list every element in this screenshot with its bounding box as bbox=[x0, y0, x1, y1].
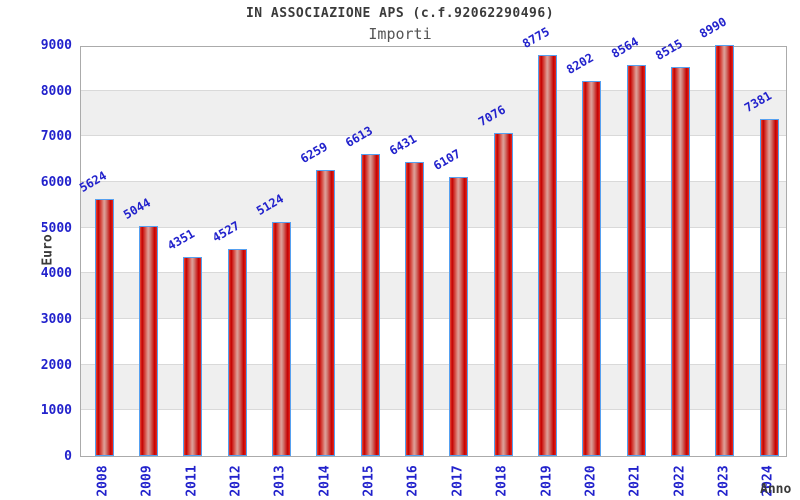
x-tick-label: 2021 bbox=[627, 465, 643, 497]
x-tick-label: 2015 bbox=[361, 465, 377, 497]
x-tick-label: 2023 bbox=[716, 465, 732, 497]
y-tick-label: 5000 bbox=[40, 220, 72, 236]
y-tick-label: 2000 bbox=[40, 357, 72, 373]
bar bbox=[759, 118, 779, 456]
bar bbox=[183, 257, 203, 456]
bar bbox=[715, 45, 735, 456]
gridline bbox=[81, 318, 786, 319]
gridline bbox=[81, 363, 786, 365]
gridline bbox=[81, 272, 786, 274]
x-tick-label: 2008 bbox=[95, 465, 111, 497]
bar bbox=[493, 132, 513, 456]
x-tick-label: 2014 bbox=[317, 465, 333, 497]
plot-band bbox=[81, 90, 786, 137]
bar bbox=[404, 162, 424, 456]
y-tick-label: 4000 bbox=[40, 266, 72, 282]
y-tick-label: 8000 bbox=[40, 83, 72, 99]
y-tick-label: 6000 bbox=[40, 175, 72, 190]
x-tick-label: 2022 bbox=[672, 465, 688, 497]
bar bbox=[316, 170, 336, 456]
bar bbox=[582, 81, 602, 456]
plot-band bbox=[81, 182, 786, 228]
x-tick-label: 2017 bbox=[450, 465, 466, 497]
y-axis-title: Euro bbox=[40, 234, 56, 266]
x-axis-title: Anno bbox=[760, 482, 792, 497]
bar bbox=[227, 249, 247, 456]
gridline bbox=[81, 181, 786, 182]
bar bbox=[271, 222, 291, 456]
gridline bbox=[81, 89, 786, 91]
x-tick-label: 2016 bbox=[405, 465, 421, 497]
plot-area bbox=[80, 45, 787, 457]
x-tick-label: 2020 bbox=[583, 465, 599, 497]
gridline bbox=[81, 135, 786, 137]
x-tick-label: 2011 bbox=[184, 465, 200, 497]
x-tick-label: 2012 bbox=[228, 465, 244, 497]
y-tick-label: 0 bbox=[64, 449, 72, 464]
y-tick-label: 3000 bbox=[40, 312, 72, 327]
bar bbox=[538, 55, 557, 456]
bar bbox=[449, 177, 469, 456]
bar bbox=[360, 154, 380, 456]
bar bbox=[138, 225, 158, 456]
bar bbox=[94, 199, 114, 456]
x-tick-label: 2019 bbox=[539, 465, 554, 497]
x-tick-label: 2009 bbox=[139, 465, 155, 497]
x-tick-label: 2018 bbox=[494, 465, 510, 497]
gridline bbox=[81, 226, 786, 228]
y-tick-label: 9000 bbox=[40, 38, 72, 53]
gridline bbox=[81, 409, 786, 411]
chart-title: IN ASSOCIAZIONE APS (c.f.92062290496) bbox=[245, 6, 555, 21]
y-tick-label: 7000 bbox=[40, 129, 72, 145]
bar bbox=[626, 64, 646, 456]
bar bbox=[671, 67, 691, 456]
x-tick-label: 2013 bbox=[272, 465, 288, 497]
y-tick-label: 1000 bbox=[40, 403, 72, 419]
chart-subtitle: Importi bbox=[368, 25, 432, 43]
